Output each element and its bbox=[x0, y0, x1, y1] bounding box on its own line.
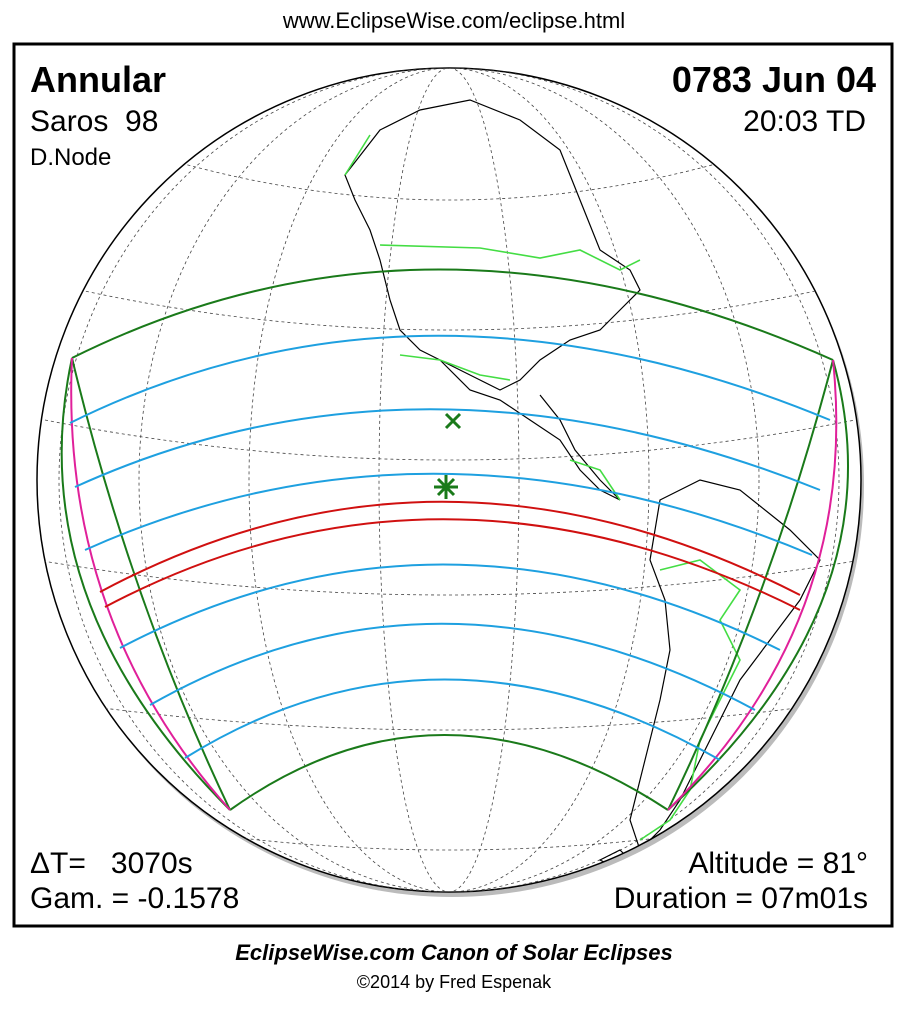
footer-title: EclipseWise.com Canon of Solar Eclipses bbox=[235, 940, 673, 965]
graticule bbox=[37, 68, 861, 892]
gamma: Gam. = -0.1578 bbox=[30, 882, 239, 915]
footer-credit: ©2014 by Fred Espenak bbox=[357, 972, 552, 992]
altitude: Altitude = 81° bbox=[688, 847, 868, 880]
duration: Duration = 07m01s bbox=[614, 882, 868, 915]
borders bbox=[344, 134, 742, 841]
eclipse-type: Annular bbox=[30, 59, 166, 100]
time: 20:03 TD bbox=[743, 105, 866, 138]
node: D.Node bbox=[30, 144, 111, 171]
saros: Saros 98 bbox=[30, 105, 158, 138]
globe bbox=[36, 67, 862, 893]
url: www.EclipseWise.com/eclipse.html bbox=[282, 8, 625, 33]
delta-t: ΔT= 3070s bbox=[30, 847, 193, 880]
eclipse-path bbox=[60, 268, 849, 811]
date: 0783 Jun 04 bbox=[672, 59, 876, 100]
